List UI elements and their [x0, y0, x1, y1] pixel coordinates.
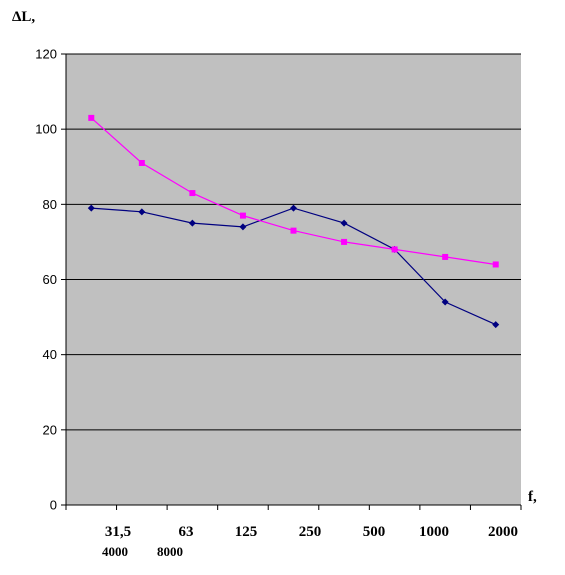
y-tick-label: 100 [35, 122, 57, 137]
x-tick-label: 250 [299, 524, 322, 540]
x-tick-label-extra: 8000 [157, 544, 183, 559]
x-tick-label: 63 [179, 524, 194, 540]
data-point [138, 208, 146, 216]
x-tick-label: 500 [363, 524, 386, 540]
x-tick-label: 1000 [419, 524, 449, 540]
x-tick-label: 31,5 [105, 524, 131, 540]
data-point [441, 298, 449, 306]
data-point [87, 204, 95, 212]
data-point [239, 223, 247, 231]
data-point [340, 219, 348, 227]
data-point [138, 159, 145, 166]
y-axis-ticks: 0 20 40 60 80 100 120 [35, 47, 66, 513]
y-tick-label: 0 [50, 498, 57, 513]
data-point [88, 114, 95, 121]
y-tick-label: 60 [43, 272, 57, 287]
y-tick-label: 40 [43, 347, 57, 362]
x-tick-label: 2000 [488, 524, 518, 540]
data-point [189, 190, 196, 197]
y-tick-label: 20 [43, 422, 57, 437]
x-axis-ticks: 31,5 63 125 250 500 1000 2000 4000 8000 [65, 505, 522, 559]
series-2 [88, 114, 499, 268]
data-point [290, 227, 297, 234]
y-tick-label: 120 [35, 47, 57, 62]
data-point [188, 219, 196, 227]
gridlines [66, 53, 521, 431]
data-point [290, 204, 297, 212]
data-point [391, 246, 398, 253]
x-tick-label: 125 [235, 524, 258, 540]
data-point [492, 261, 499, 268]
y-axis-label: ΔL, [12, 9, 35, 25]
x-axis-label: f, [528, 489, 537, 505]
data-point [492, 321, 500, 329]
series-group [87, 114, 500, 329]
x-tick-label-extra: 4000 [102, 544, 128, 559]
data-point [442, 253, 449, 260]
data-point [239, 212, 246, 219]
y-tick-label: 80 [43, 197, 57, 212]
data-point [341, 238, 348, 245]
